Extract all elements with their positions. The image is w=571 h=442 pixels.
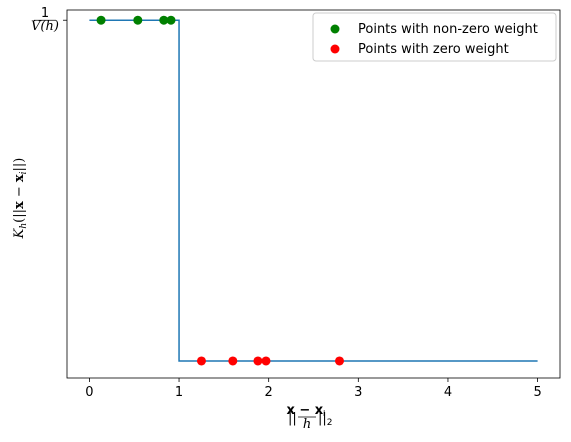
- zero-weight-point: [334, 356, 344, 366]
- x-tick-label: 1: [175, 385, 183, 400]
- y-tick-denominator: V(h): [31, 19, 59, 34]
- y-tick-label-1-over-vh: 1 V(h): [31, 6, 59, 34]
- x-label-numerator: x − xi: [286, 403, 325, 418]
- zero-weight-point: [196, 356, 206, 366]
- legend-box: [312, 12, 557, 62]
- axes-frame: [66, 9, 561, 379]
- x-tick-label: 3: [354, 385, 362, 400]
- x-tick-label: 0: [85, 385, 93, 400]
- legend-label-non-zero: Points with non-zero weight: [358, 22, 538, 37]
- non-zero-weight-point: [133, 15, 143, 25]
- x-label-norm-close: ||2: [318, 411, 333, 428]
- kernel-step-line: [89, 19, 538, 362]
- legend-marker-zero: [330, 44, 340, 54]
- y-tick-numerator: 1: [41, 6, 49, 21]
- non-zero-weight-point: [96, 15, 106, 25]
- plot-marks: [89, 15, 538, 366]
- y-axis-label: Kh(||x − xi||): [12, 158, 29, 240]
- legend-marker-non-zero: [330, 24, 340, 34]
- x-tick-label: 2: [265, 385, 273, 400]
- zero-weight-point: [228, 356, 238, 366]
- x-label-norm-open: ||: [288, 411, 297, 426]
- legend-label-zero: Points with zero weight: [358, 42, 509, 57]
- legend: Points with non-zero weight Points with …: [312, 12, 557, 62]
- x-tick-label: 5: [533, 385, 541, 400]
- x-axis-label: || x − xi h ||2: [286, 403, 332, 432]
- zero-weight-point: [261, 356, 271, 366]
- x-tick-label: 4: [444, 385, 452, 400]
- x-ticks: 0 1 2 3 4 5: [85, 378, 542, 400]
- zero-weight-point: [253, 356, 263, 366]
- non-zero-weight-point: [159, 15, 169, 25]
- x-label-denominator: h: [303, 417, 311, 432]
- non-zero-weight-point: [166, 15, 176, 25]
